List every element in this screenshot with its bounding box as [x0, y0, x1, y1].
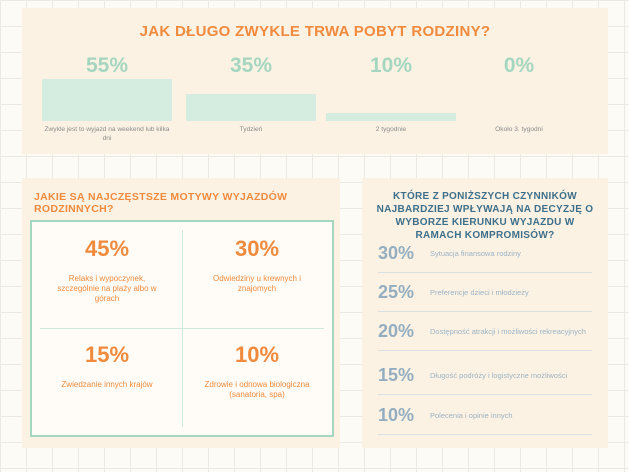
factor-pct: 25% [378, 282, 415, 302]
duration-pct: 0% [503, 54, 535, 77]
factor-pct: 15% [378, 365, 415, 385]
factor-label: Preferencje dzieci i młodzieży [430, 288, 529, 297]
factor-row: 20% Dostępność atrakcji i możliwości rek… [378, 314, 592, 351]
duration-title: JAK DŁUGO ZWYKLE TRWA POBYT RODZINY? [139, 23, 491, 40]
factor-pct: 20% [378, 321, 415, 341]
motive-label: Zwiedzanie innych krajów [61, 380, 153, 389]
motives-grid: 45% Relaks i wypoczynek, szczególnie na … [30, 220, 334, 437]
duration-pct: 35% [229, 54, 273, 77]
factor-label: Dostępność atrakcji i możliwości rekreac… [430, 327, 586, 336]
motive-pct: 10% [234, 342, 280, 367]
duration-item: 55% Zwykle jest to wyjazd na weekend lub… [42, 53, 172, 143]
motive-cell: 30% Odwiedziny u krewnych i znajomych [182, 236, 332, 294]
duration-label: Zwykle jest to wyjazd na weekend lub kil… [44, 126, 170, 142]
motives-title: JAKIE SĄ NAJCZĘSTSZE MOTYWY WYJAZDÓW ROD… [34, 191, 288, 215]
factor-row: 10% Polecenia i opinie innych [378, 398, 592, 435]
duration-panel: JAK DŁUGO ZWYKLE TRWA POBYT RODZINY? 55%… [22, 8, 608, 154]
motive-cell: 10% Zdrowie i odnowa biologiczna (sanato… [182, 342, 332, 400]
duration-item: 10% 2 tygodnie [326, 53, 456, 134]
motive-cell: 15% Zwiedzanie innych krajów [32, 342, 182, 390]
duration-item: 0% Około 3. tygodni [454, 53, 584, 134]
factor-label: Długość podróży i logistyczne możliwości [430, 371, 568, 380]
factors-panel: KTÓRE Z PONIŻSZYCH CZYNNIKÓW NAJBARDZIEJ… [362, 178, 608, 448]
motive-pct: 45% [84, 236, 130, 261]
factors-title: KTÓRE Z PONIŻSZYCH CZYNNIKÓW NAJBARDZIEJ… [376, 191, 594, 241]
factor-row: 25% Preferencje dzieci i młodzieży [378, 275, 592, 312]
divider [40, 328, 324, 329]
factor-label: Sytuacja finansowa rodziny [430, 249, 521, 258]
motive-pct: 15% [84, 342, 130, 367]
motive-pct: 30% [234, 236, 280, 261]
motive-label: Odwiedziny u krewnych i znajomych [212, 274, 302, 293]
duration-pct: 55% [85, 54, 129, 77]
factor-pct: 10% [378, 405, 415, 425]
duration-label: 2 tygodnie [375, 126, 407, 133]
factor-label: Polecenia i opinie innych [430, 411, 513, 420]
duration-label: Tydzień [239, 126, 263, 133]
motives-panel: JAKIE SĄ NAJCZĘSTSZE MOTYWY WYJAZDÓW ROD… [22, 178, 340, 448]
motive-label: Zdrowie i odnowa biologiczna (sanatoria,… [204, 380, 310, 399]
duration-label: Około 3. tygodni [495, 126, 543, 133]
motive-cell: 45% Relaks i wypoczynek, szczególnie na … [32, 236, 182, 304]
duration-bar [186, 94, 316, 121]
factor-pct: 30% [378, 243, 415, 263]
duration-pct: 10% [369, 54, 413, 77]
duration-bar [326, 113, 456, 121]
factor-row: 15% Długość podróży i logistyczne możliw… [378, 358, 592, 395]
motive-label: Relaks i wypoczynek, szczególnie na plaż… [57, 274, 157, 303]
factor-row: 30% Sytuacja finansowa rodziny [378, 236, 592, 273]
duration-item: 35% Tydzień [186, 53, 316, 134]
duration-bar [42, 79, 172, 121]
